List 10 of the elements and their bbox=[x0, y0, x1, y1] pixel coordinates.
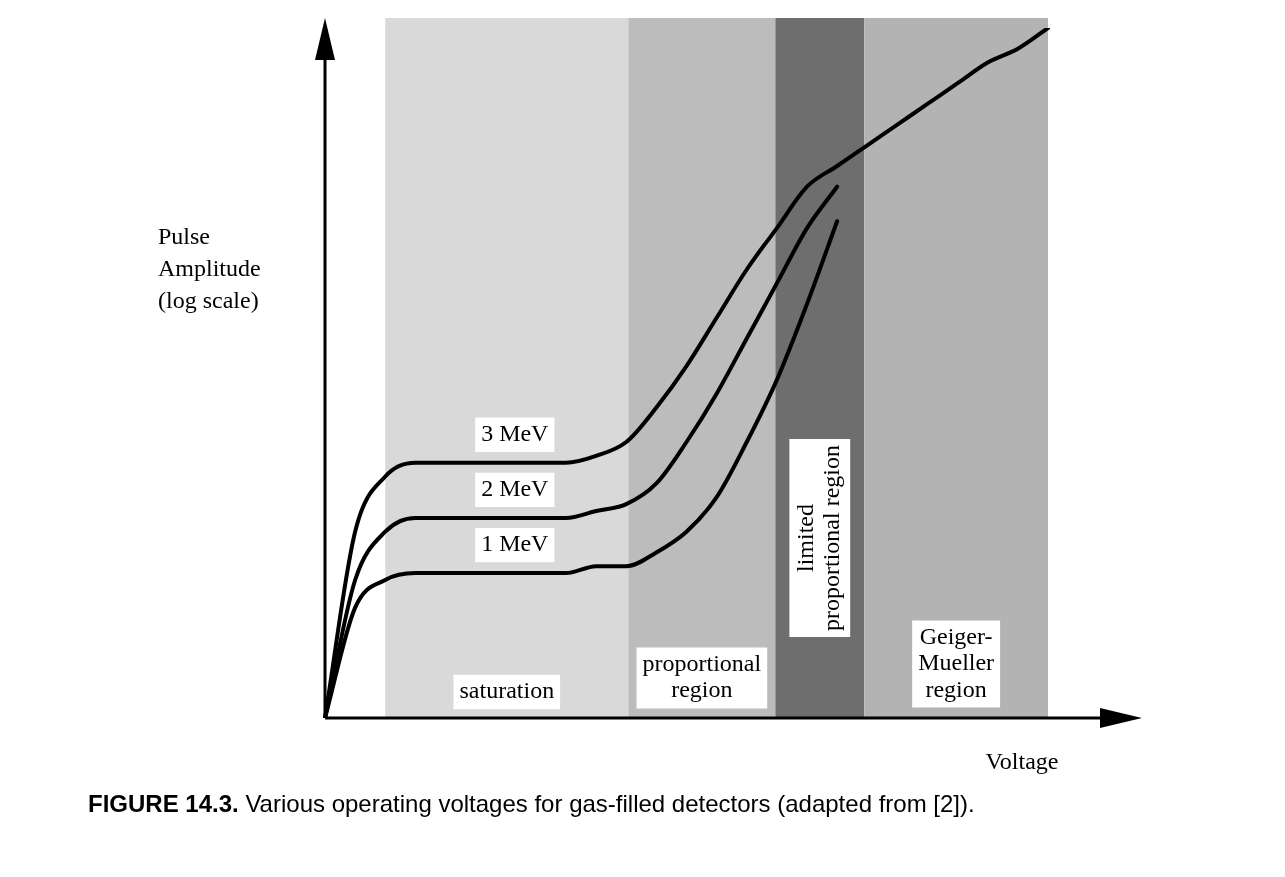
series-label: 1 MeV bbox=[481, 530, 550, 557]
y-axis-title: Pulse Amplitude (log scale) bbox=[158, 223, 261, 314]
annotation: Geiger- Mueller region bbox=[918, 622, 995, 702]
series-label: 2 MeV bbox=[481, 475, 550, 502]
x-axis-title: Voltage bbox=[985, 748, 1059, 775]
caption: FIGURE 14.3. Various operating voltages for gas-filled detectors (adapted from [2]). bbox=[88, 790, 976, 818]
annotation: saturation bbox=[459, 677, 555, 704]
annotation: limited proportional region bbox=[791, 445, 845, 631]
series-label: 3 MeV bbox=[481, 420, 550, 446]
annotation: proportional region bbox=[642, 650, 762, 703]
